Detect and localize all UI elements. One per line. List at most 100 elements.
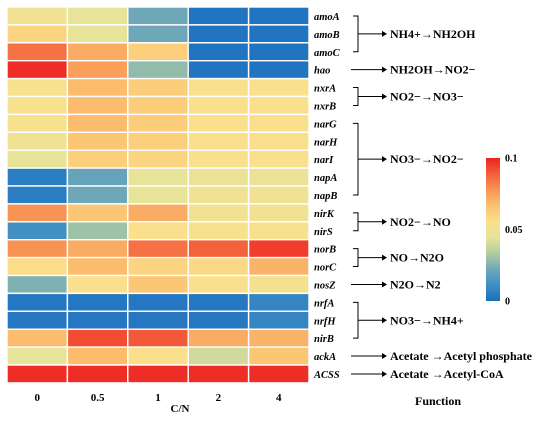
heatmap-cell (187, 24, 250, 44)
x-tick-label: 1 (155, 392, 161, 404)
gene-label: hao (314, 66, 330, 77)
heatmap-cell (6, 95, 69, 116)
heatmap-cell (127, 77, 189, 98)
arrow-head (382, 317, 387, 324)
heatmap-cell (127, 274, 189, 295)
colorbar-tick-label: 0.05 (505, 225, 523, 236)
heatmap-cell (6, 221, 69, 241)
arrow-head (382, 30, 387, 37)
heatmap-cell (187, 131, 250, 151)
arrow-head (382, 93, 387, 100)
heatmap-cell (247, 131, 310, 151)
heatmap-cell (187, 292, 250, 312)
function-bracket (353, 15, 359, 53)
colorbar-gradient (486, 158, 500, 301)
gene-label: ACSS (313, 370, 340, 381)
arrow-head (382, 66, 387, 73)
heatmap-cell (6, 256, 69, 277)
heatmap-cell (127, 113, 189, 134)
heatmap-cell (247, 6, 310, 26)
heatmap-cell (247, 60, 310, 80)
heatmap-cell (127, 149, 189, 169)
heatmap-cell (187, 77, 250, 98)
heatmap-cell (247, 95, 310, 116)
heatmap-cell (6, 113, 69, 134)
heatmap-cell (247, 292, 310, 312)
function-bracket (353, 87, 359, 106)
gene-label: narH (314, 137, 338, 148)
heatmap-cell (187, 221, 250, 241)
gene-label: napA (314, 173, 337, 184)
gene-label: nxrA (314, 84, 336, 95)
heatmap-cell (187, 6, 250, 26)
heatmap-cell (187, 95, 250, 116)
heatmap-cell (247, 256, 310, 277)
heatmap-cell (66, 221, 129, 241)
arrow-head (382, 156, 387, 163)
heatmap-cell (127, 310, 189, 330)
colorbar-tick-label: 0 (505, 297, 510, 308)
heatmap-cell (6, 77, 69, 98)
function-label: NO2−→NO (390, 215, 451, 229)
heatmap-cell (66, 328, 129, 348)
heatmap-cell (6, 310, 69, 330)
function-bracket (353, 301, 359, 339)
heatmap-cell (187, 185, 250, 205)
gene-label: napB (314, 191, 337, 202)
heatmap-cell (247, 149, 310, 169)
arrow-head (382, 218, 387, 225)
heatmap-cell (66, 364, 129, 384)
heatmap-cell (6, 185, 69, 205)
gene-label: nosZ (314, 280, 336, 291)
heatmap-cell (247, 185, 310, 205)
heatmap-cell (247, 77, 310, 98)
function-label: Acetate →Acetyl phosphate (390, 349, 533, 363)
heatmap-cell (66, 113, 129, 134)
x-tick-label: 2 (216, 392, 222, 404)
x-tick-label: 4 (276, 392, 282, 404)
heatmap-cell (127, 185, 189, 205)
x-tick-label: 0 (34, 392, 40, 404)
function-bracket (353, 122, 359, 196)
heatmap-cell (247, 346, 310, 366)
heatmap-cell (247, 238, 310, 259)
heatmap-cell (127, 221, 189, 241)
function-annotations: NH4+→NH2OH NH2OH→NO2− NO2−→NO3− NO3−→NO2− NO… (351, 15, 533, 381)
heatmap-cell (187, 113, 250, 134)
heatmap-cell (6, 238, 69, 259)
heatmap-cell (6, 203, 69, 223)
heatmap-cell (247, 113, 310, 134)
heatmap-cell (247, 203, 310, 223)
function-label: NO3−→NO2− (390, 152, 464, 166)
heatmap-cell (66, 292, 129, 312)
heatmap-cell (247, 328, 310, 348)
heatmap-cell (66, 131, 129, 151)
heatmap-cell (187, 42, 250, 62)
function-label: Acetate →Acetyl-CoA (390, 367, 504, 381)
heatmap-cell (127, 131, 189, 151)
heatmap-cell (187, 167, 250, 187)
heatmap-cell (127, 346, 189, 366)
heatmap-cells (6, 6, 310, 384)
heatmap-cell (66, 149, 129, 169)
gene-label: amoA (314, 12, 340, 23)
x-tick-labels: 0 0.5 1 2 4 (34, 392, 282, 404)
heatmap-cell (247, 221, 310, 241)
heatmap-cell (66, 310, 129, 330)
heatmap-cell (66, 42, 129, 62)
gene-label: ackA (314, 352, 336, 363)
heatmap-cell (6, 131, 69, 151)
heatmap-cell (127, 167, 189, 187)
gene-label: amoB (314, 30, 340, 41)
heatmap-cell (127, 328, 189, 348)
gene-label: narG (314, 119, 337, 130)
heatmap-cell (247, 167, 310, 187)
heatmap-cell (187, 328, 250, 348)
heatmap-cell (66, 6, 129, 26)
function-bracket (353, 248, 359, 268)
heatmap-cell (6, 149, 69, 169)
heatmap-cell (187, 256, 250, 277)
function-bracket (353, 212, 359, 232)
heatmap-cell (247, 364, 310, 384)
